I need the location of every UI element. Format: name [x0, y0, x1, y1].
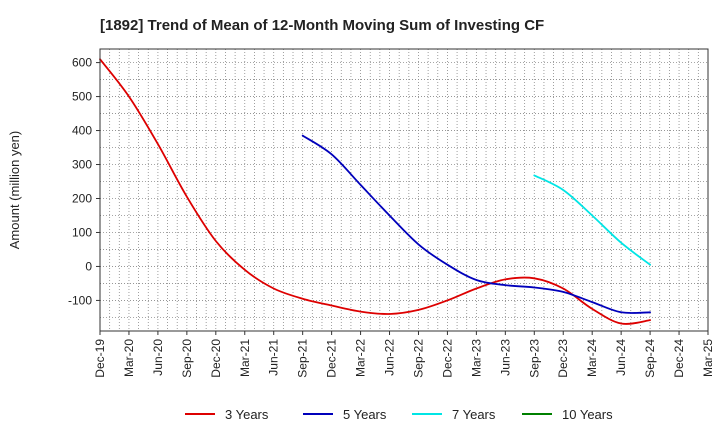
legend: 3 Years 5 Years 7 Years 10 Years [185, 407, 613, 422]
x-tick-label: Sep-24 [643, 339, 657, 378]
x-tick-label: Mar-24 [585, 339, 599, 377]
x-tick-label: Jun-21 [267, 339, 281, 376]
x-tick-label: Dec-22 [440, 339, 454, 378]
legend-label-10-years: 10 Years [562, 407, 613, 422]
chart: [1892] Trend of Mean of 12-Month Moving … [0, 0, 720, 440]
x-tick-label: Mar-21 [238, 339, 252, 377]
x-tick-label: Sep-21 [296, 339, 310, 378]
x-tick-label: Mar-20 [122, 339, 136, 377]
legend-label-5-years: 5 Years [343, 407, 387, 422]
grid [100, 49, 708, 331]
series-line-3-years [100, 59, 650, 324]
x-tick-label: Jun-22 [383, 339, 397, 376]
x-tick-label: Mar-22 [354, 339, 368, 377]
y-tick-label: 300 [72, 158, 92, 172]
x-tick-label: Dec-23 [556, 339, 570, 378]
y-axis-ticks: 600 500 400 300 200 100 0 -100 [68, 56, 100, 308]
x-tick-label: Sep-23 [527, 339, 541, 378]
x-tick-label: Jun-20 [151, 339, 165, 376]
x-tick-label: Dec-19 [93, 339, 107, 378]
x-tick-label: Jun-24 [614, 339, 628, 376]
x-tick-label: Dec-24 [672, 339, 686, 378]
legend-label-3-years: 3 Years [225, 407, 269, 422]
y-tick-label: 600 [72, 56, 92, 70]
x-tick-label: Jun-23 [498, 339, 512, 376]
x-tick-label: Mar-25 [701, 339, 715, 377]
series-lines [100, 59, 650, 324]
x-axis-ticks: Dec-19 Mar-20 Jun-20 Sep-20 Dec-20 Mar-21 Jun-… [93, 331, 715, 378]
x-tick-label: Sep-20 [180, 339, 194, 378]
y-axis-label: Amount (million yen) [7, 131, 22, 250]
y-tick-label: 500 [72, 90, 92, 104]
y-tick-label: 100 [72, 225, 92, 239]
x-tick-label: Dec-21 [325, 339, 339, 378]
plot-area [100, 49, 708, 331]
x-tick-label: Dec-20 [209, 339, 223, 378]
x-tick-label: Sep-22 [411, 339, 425, 378]
x-tick-label: Mar-23 [469, 339, 483, 377]
chart-title: [1892] Trend of Mean of 12-Month Moving … [100, 17, 544, 34]
y-tick-label: 400 [72, 124, 92, 138]
legend-label-7-years: 7 Years [452, 407, 496, 422]
y-tick-label: 200 [72, 191, 92, 205]
y-tick-label: -100 [68, 293, 92, 307]
y-tick-label: 0 [85, 259, 92, 273]
